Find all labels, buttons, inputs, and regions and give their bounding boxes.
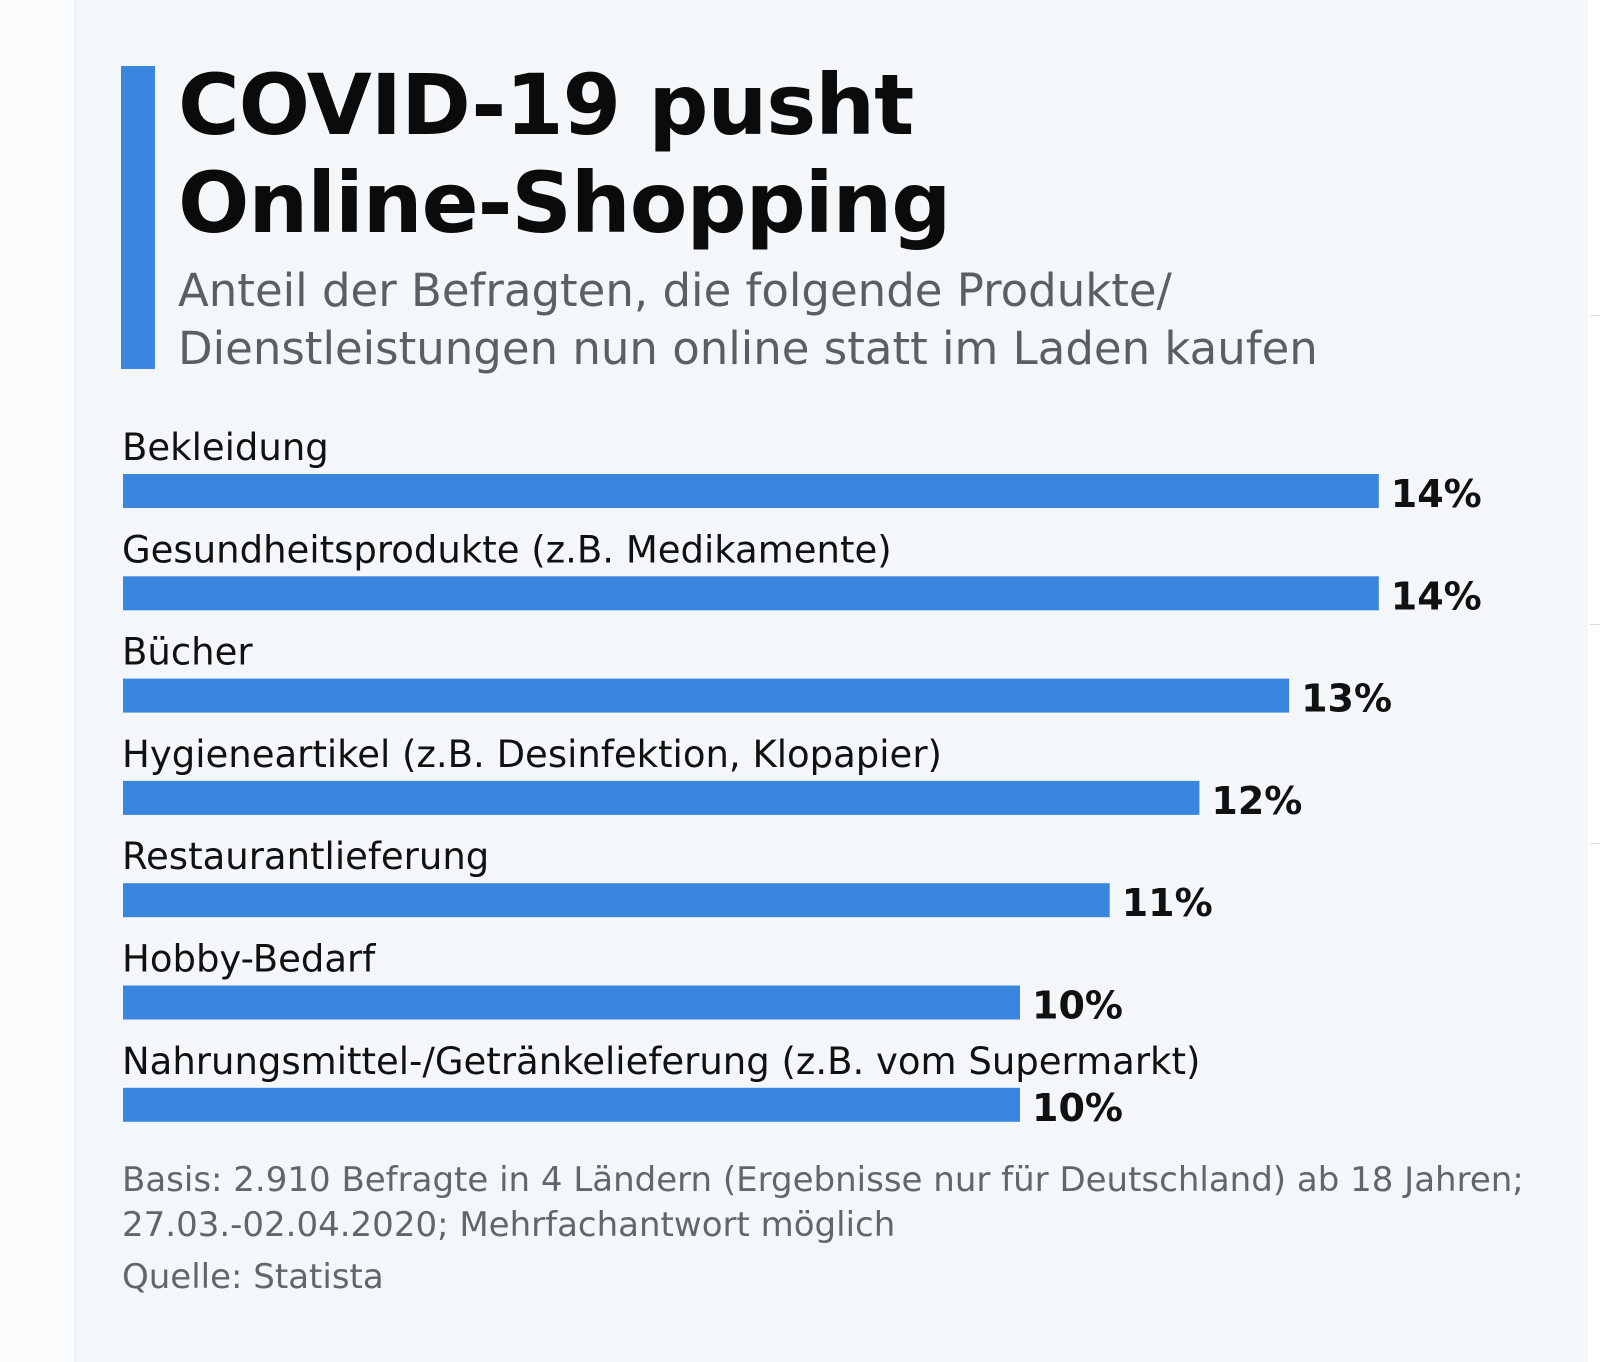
footnote-line: 27.03.-02.04.2020; Mehrfachantwort mögli… bbox=[122, 1205, 896, 1245]
value-label: 13% bbox=[1301, 677, 1392, 721]
chart-subtitle-line: Anteil der Befragten, die folgende Produ… bbox=[178, 264, 1172, 317]
bar bbox=[123, 474, 1379, 508]
chart-subtitle: Anteil der Befragten, die folgende Produ… bbox=[178, 262, 1478, 378]
bar bbox=[123, 576, 1379, 611]
chart-source: Quelle: Statista bbox=[122, 1257, 384, 1297]
value-label: 10% bbox=[1032, 1086, 1123, 1130]
bar bbox=[123, 780, 1200, 815]
card-right-edge bbox=[1588, 0, 1600, 1362]
value-label: 14% bbox=[1391, 472, 1482, 516]
category-label: Restaurantlieferung bbox=[122, 835, 489, 878]
edge-divider bbox=[1590, 843, 1600, 844]
value-label: 10% bbox=[1032, 984, 1123, 1028]
value-label: 14% bbox=[1391, 574, 1482, 618]
edge-divider bbox=[1590, 315, 1600, 316]
title-accent-bar bbox=[121, 66, 155, 369]
bar bbox=[123, 1087, 1020, 1122]
bar bbox=[123, 883, 1110, 918]
category-label: Nahrungsmittel-/Getränkelieferung (z.B. … bbox=[122, 1040, 1200, 1083]
category-label: Gesundheitsprodukte (z.B. Medikamente) bbox=[122, 528, 892, 571]
value-label: 12% bbox=[1211, 779, 1302, 823]
category-label: Bekleidung bbox=[122, 426, 329, 469]
bar bbox=[123, 985, 1020, 1020]
value-label: 11% bbox=[1122, 881, 1213, 925]
bar bbox=[123, 678, 1290, 713]
chart-title: COVID-19 pusht Online-Shopping bbox=[178, 56, 1328, 252]
chart-subtitle-line: Dienstleistungen nun online statt im Lad… bbox=[178, 322, 1318, 375]
edge-divider bbox=[1590, 624, 1600, 625]
chart-title-line: COVID-19 pusht bbox=[178, 56, 914, 154]
footnote-line: Basis: 2.910 Befragte in 4 Ländern (Erge… bbox=[122, 1160, 1524, 1200]
category-label: Hygieneartikel (z.B. Desinfektion, Klopa… bbox=[122, 733, 942, 776]
page-background-left bbox=[0, 0, 74, 1362]
category-label: Hobby-Bedarf bbox=[122, 938, 376, 981]
category-label: Bücher bbox=[122, 631, 253, 674]
chart-title-line: Online-Shopping bbox=[178, 154, 951, 252]
chart-footnote: Basis: 2.910 Befragte in 4 Ländern (Erge… bbox=[122, 1158, 1562, 1248]
